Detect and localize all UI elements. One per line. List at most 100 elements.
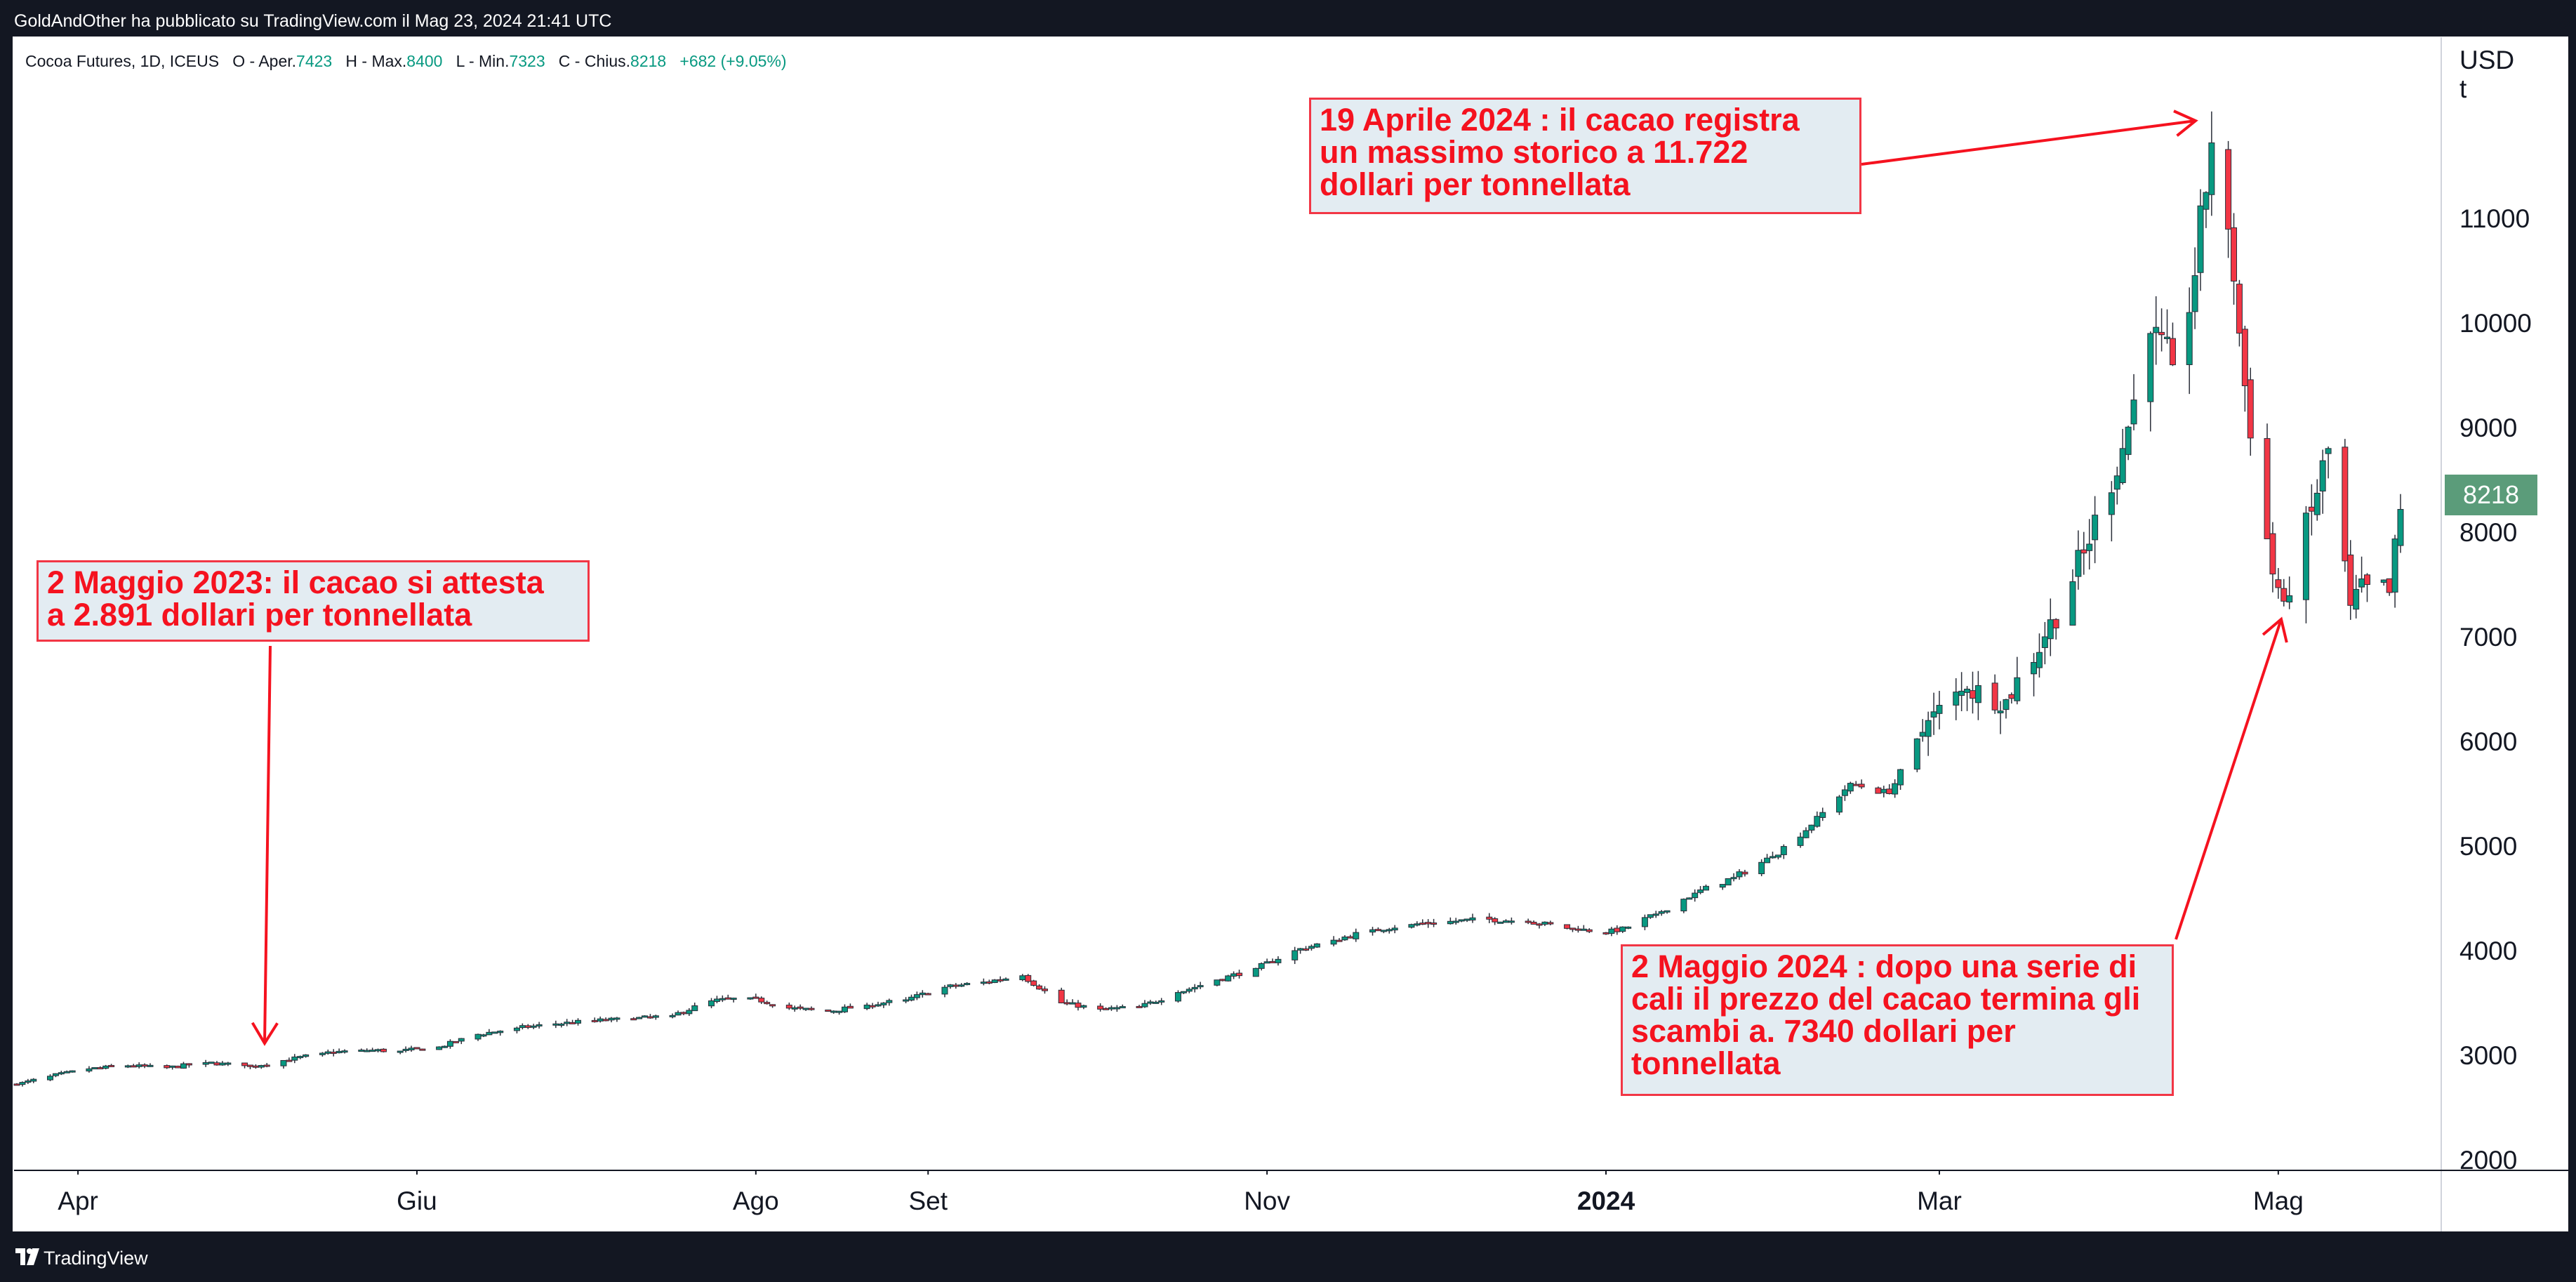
symbol-name: Cocoa Futures, 1D, ICEUS: [25, 52, 220, 70]
candle-up: [2319, 460, 2326, 491]
candle-up: [1252, 967, 1259, 977]
candle-up: [2086, 543, 2093, 551]
candle-up: [1930, 711, 1937, 718]
candle-up: [336, 1050, 343, 1054]
candle-up: [102, 1065, 109, 1069]
candle-up: [730, 998, 737, 1000]
candle-up: [2130, 399, 2137, 425]
candle-up: [202, 1062, 209, 1065]
candle-down: [1136, 1005, 1143, 1008]
annotation-line: a 2.891 dollari per tonnellata: [47, 597, 472, 633]
annotation-line: un massimo storico a 11.722: [1320, 134, 1748, 170]
candle-down: [1097, 1005, 1104, 1010]
candle-up: [2041, 636, 2048, 648]
candle-up: [397, 1050, 404, 1053]
candle-up: [1580, 928, 1587, 931]
candle-down: [1303, 948, 1310, 951]
candle-up: [2197, 205, 2204, 273]
tradingview-logo[interactable]: TradingView: [15, 1244, 182, 1271]
candle-up: [358, 1050, 365, 1052]
candle-down: [785, 1005, 792, 1009]
candle-down: [130, 1065, 137, 1068]
candle-up: [1019, 975, 1026, 981]
candle-down: [769, 1004, 776, 1007]
candle-up: [1113, 1007, 1120, 1010]
candle-up: [1197, 985, 1204, 988]
candle-up: [669, 1015, 676, 1017]
x-tick-label: Ago: [733, 1187, 779, 1215]
candle-up: [1263, 961, 1270, 964]
candle-down: [1374, 929, 1381, 932]
annotation-apr-2024[interactable]: 19 Aprile 2024 : il cacao registra un ma…: [1309, 98, 1861, 214]
candle-up: [1408, 924, 1415, 928]
annotation-may-2024[interactable]: 2 Maggio 2024 : dopo una serie di cali i…: [1621, 944, 2174, 1096]
candle-up: [908, 996, 915, 1001]
candle-down: [985, 981, 992, 984]
candle-down: [680, 1012, 687, 1015]
candle-up: [1647, 914, 1654, 918]
candle-up: [2153, 326, 2160, 333]
candle-up: [2092, 515, 2099, 541]
y-tick-label: 7000: [2459, 623, 2517, 652]
candle-up: [708, 1000, 715, 1007]
candle-down: [1269, 960, 1276, 963]
candle-down: [1564, 924, 1571, 929]
candle-down: [2236, 284, 2243, 334]
candle-up: [375, 1049, 382, 1052]
candle-up: [135, 1064, 142, 1067]
candle-up: [713, 998, 720, 1003]
annotation-may-2023[interactable]: 2 Maggio 2023: il cacao si attesta a 2.8…: [36, 560, 590, 642]
candle-up: [480, 1034, 487, 1037]
candle-up: [1458, 919, 1465, 922]
annotation-line: tonnellata: [1631, 1045, 1781, 1081]
candle-up: [124, 1065, 131, 1068]
candle-up: [1913, 738, 1920, 770]
candle-up: [941, 986, 948, 995]
candle-down: [924, 993, 931, 996]
candle-down: [263, 1064, 270, 1067]
candle-down: [185, 1063, 192, 1066]
candle-up: [1658, 911, 1665, 914]
candle-up: [1780, 846, 1787, 855]
candle-up: [491, 1031, 498, 1034]
candle-up: [1308, 946, 1315, 949]
candle-up: [1153, 1001, 1160, 1004]
candle-down: [646, 1016, 653, 1019]
candle-up: [1758, 861, 1765, 875]
candle-up: [497, 1031, 504, 1033]
candle-up: [2186, 312, 2193, 365]
candle-down: [1886, 788, 1893, 794]
candle-up: [169, 1065, 176, 1068]
candle-down: [2231, 227, 2238, 282]
candle-up: [1974, 685, 1981, 703]
candle-up: [2003, 699, 2010, 711]
candle-up: [1764, 857, 1771, 864]
candle-up: [1925, 720, 1932, 737]
candle-up: [747, 997, 754, 1000]
candle-up: [446, 1040, 453, 1047]
candle-up: [1141, 1003, 1148, 1007]
candle-up: [1119, 1006, 1126, 1009]
candle-up: [147, 1064, 154, 1067]
candle-down: [2241, 329, 2248, 386]
candle-down: [175, 1065, 182, 1069]
candle-down: [602, 1019, 609, 1022]
annotation-line: cali il prezzo del cacao termina gli: [1631, 981, 2141, 1017]
candle-down: [2275, 579, 2282, 588]
candle-down: [2269, 533, 2276, 575]
candle-up: [1936, 705, 1943, 714]
open-value: 7423: [296, 52, 333, 70]
candle-down: [591, 1019, 598, 1022]
candle-down: [1741, 871, 1748, 875]
candle-up: [303, 1054, 310, 1057]
candle-up: [1797, 836, 1804, 846]
candle-up: [958, 984, 965, 987]
candle-up: [2108, 492, 2115, 515]
candle-up: [180, 1063, 187, 1069]
candle-down: [2225, 149, 2232, 230]
candle-up: [408, 1048, 415, 1050]
candle-up: [802, 1007, 809, 1010]
candle-down: [2169, 338, 2176, 366]
candle-up: [947, 984, 954, 987]
